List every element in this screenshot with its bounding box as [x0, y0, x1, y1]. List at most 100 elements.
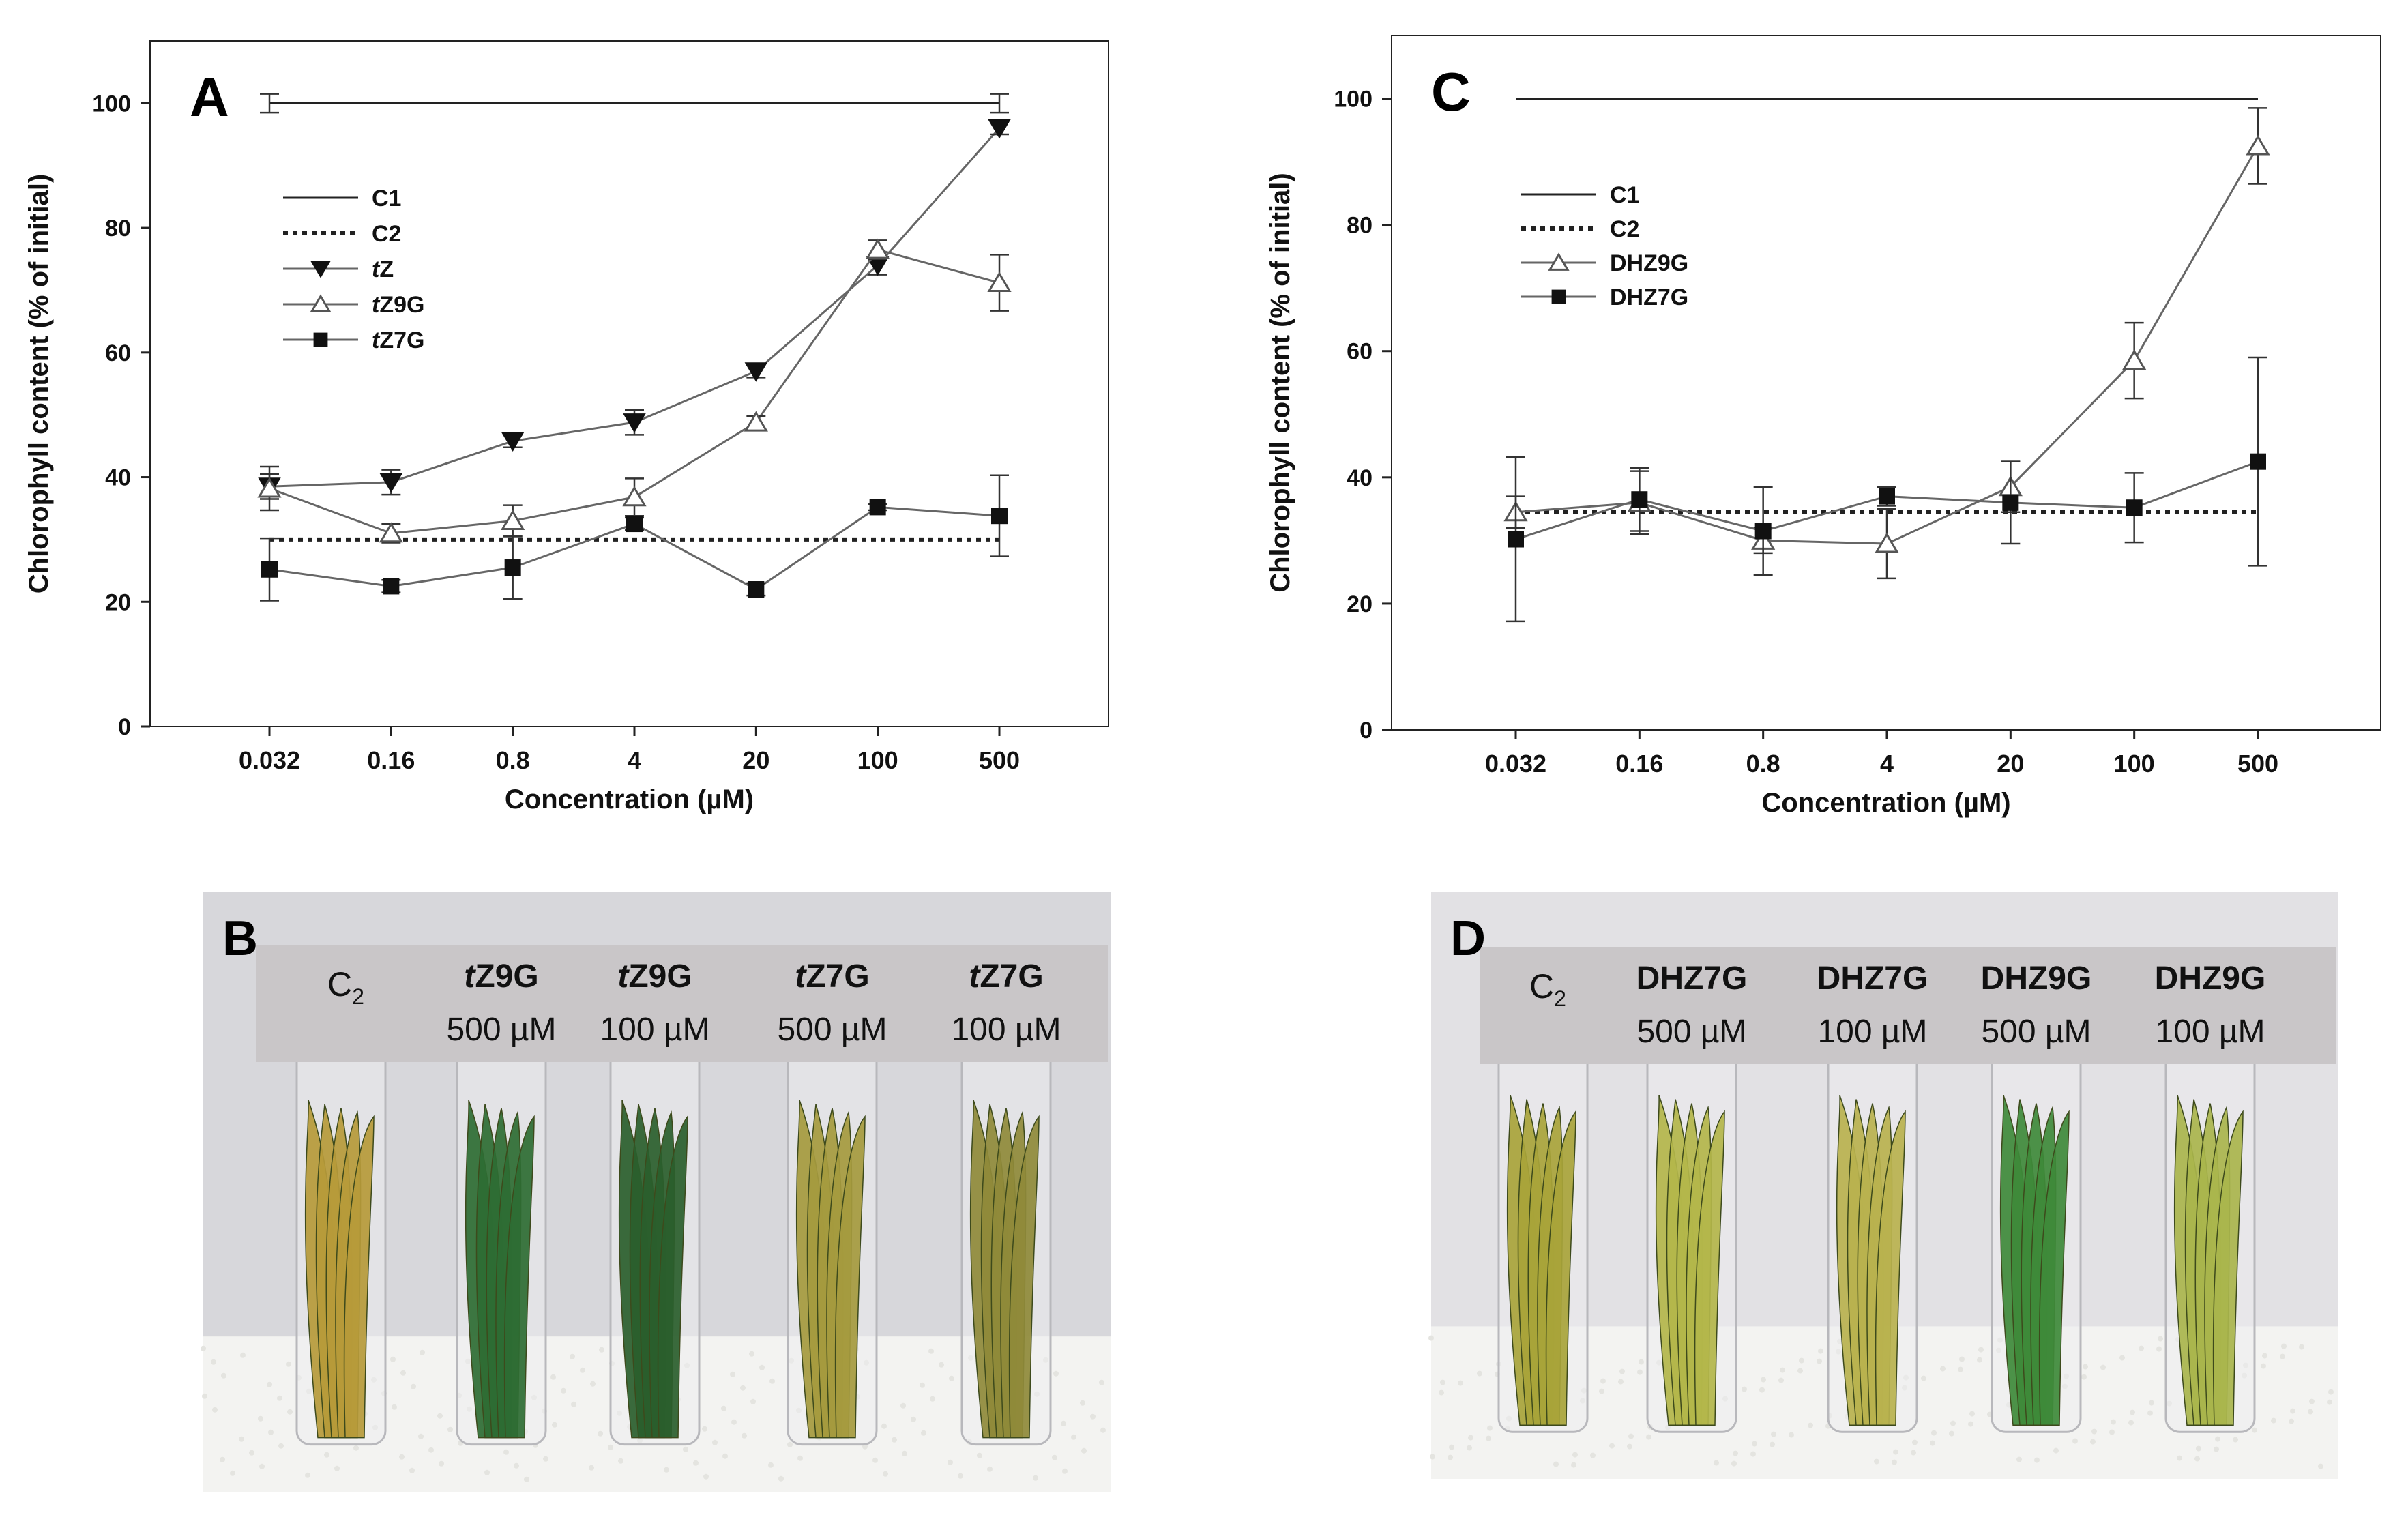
foam-texture [1714, 1460, 1719, 1466]
panel-letter: C [1431, 61, 1471, 122]
legend-marker-DHZ9G [1548, 252, 1570, 271]
foam-texture [1959, 1356, 1965, 1362]
data-point-DHZ7G [1631, 491, 1648, 508]
foam-texture [239, 1436, 244, 1442]
tube-label-main: C [1529, 967, 1554, 1005]
foam-texture [1637, 1369, 1643, 1375]
foam-texture [1081, 1447, 1087, 1454]
leaf [1875, 1110, 1906, 1426]
foam-texture [722, 1453, 728, 1459]
foam-texture [1090, 1413, 1096, 1420]
foam-texture [286, 1361, 291, 1367]
foam-texture [1619, 1368, 1625, 1374]
foam-texture [305, 1472, 310, 1478]
data-point-tZ9G [257, 477, 282, 498]
legend-label-italic: t [372, 327, 381, 353]
foam-texture [742, 1432, 747, 1439]
data-point-tZ9G [622, 486, 647, 507]
foam-texture [987, 1466, 993, 1472]
data-point-tZ7G [991, 508, 1008, 525]
foam-texture [240, 1352, 246, 1358]
x-tick-label: 500 [2237, 750, 2278, 778]
foam-texture [258, 1415, 263, 1422]
foam-texture [580, 1367, 585, 1373]
tube-label-name: Z9G [475, 958, 538, 995]
foam-texture [2215, 1436, 2220, 1442]
tube-label-name: Z7G [980, 958, 1043, 995]
data-point-tZ9G [501, 510, 525, 530]
foam-texture [447, 1426, 453, 1432]
leaf [657, 1115, 688, 1439]
legend-label-C1: C1 [372, 186, 401, 211]
tube-label-italic: t [617, 958, 630, 995]
foam-texture [1430, 1454, 1435, 1460]
foam-texture [618, 1458, 623, 1464]
foam-texture [1468, 1435, 1473, 1441]
tube-label-italic: t [464, 958, 476, 995]
foam-texture [703, 1473, 709, 1480]
foam-texture [571, 1401, 576, 1407]
foam-texture [693, 1460, 699, 1466]
foam-texture [977, 1452, 982, 1458]
tube-label-compound: DHZ7G [1817, 960, 1928, 997]
legend-label-C2: C2 [1610, 216, 1639, 242]
tube-label-compound: tZ9G [617, 958, 692, 995]
data-point-tZ7G [504, 559, 521, 576]
foam-texture [1071, 1434, 1076, 1440]
foam-texture [1750, 1451, 1756, 1457]
x-tick-label: 100 [857, 746, 898, 774]
foam-texture [1600, 1378, 1606, 1384]
foam-texture [1930, 1440, 1935, 1446]
foam-texture [1627, 1443, 1632, 1450]
foam-texture [1817, 1358, 1822, 1364]
foam-texture [759, 1364, 765, 1370]
foam-texture [2318, 1463, 2323, 1469]
foam-texture [1921, 1375, 1926, 1381]
foam-texture [201, 1345, 206, 1351]
foam-texture [259, 1463, 265, 1469]
foam-texture [1428, 1335, 1434, 1341]
foam-texture [1931, 1430, 1937, 1436]
foam-texture [900, 1402, 906, 1409]
foam-texture [1486, 1435, 1491, 1441]
foam-texture [1467, 1445, 1472, 1451]
foam-texture [249, 1450, 254, 1456]
foam-texture [769, 1378, 775, 1384]
foam-texture [1759, 1387, 1765, 1393]
tube-label-concentration: 500 µM [777, 1012, 887, 1048]
foam-texture [2034, 1457, 2040, 1463]
data-point-tZ9G [987, 271, 1012, 292]
foam-texture [902, 1450, 907, 1456]
foam-texture [2111, 1419, 2116, 1425]
foam-texture [1950, 1420, 1956, 1426]
foam-texture [683, 1446, 688, 1452]
data-point-DHZ7G [1879, 488, 1895, 505]
foam-texture [778, 1475, 784, 1482]
foam-texture [1778, 1377, 1784, 1383]
data-point-DHZ7G [2126, 499, 2143, 516]
foam-texture [1628, 1433, 1634, 1439]
foam-texture [702, 1426, 707, 1432]
foam-texture [2214, 1446, 2219, 1452]
foam-texture [930, 1396, 935, 1402]
data-point-tZ7G [626, 516, 643, 533]
foam-texture [1639, 1359, 1644, 1365]
leaf [343, 1115, 375, 1439]
tube-label-sub: 2 [352, 984, 364, 1009]
data-point-DHZ9G [2122, 349, 2147, 370]
data-point-tZ [623, 413, 646, 433]
chart-panel-a: 0 20 40 60 80 100 0.032 0.16 0.8 4 20 100 500 Concent… [24, 40, 1109, 814]
foam-texture [664, 1467, 669, 1473]
data-point-tZ [744, 362, 768, 382]
foam-texture [1752, 1441, 1757, 1447]
foam-texture [2299, 1344, 2304, 1350]
x-tick-label: 4 [1880, 750, 1894, 778]
foam-texture [1099, 1379, 1104, 1385]
data-point-tZ7G [261, 561, 278, 578]
foam-texture [278, 1443, 284, 1449]
legend-label-C2: C2 [372, 221, 401, 247]
legend-label-rest: Z9G [379, 292, 424, 318]
foam-texture [484, 1469, 490, 1475]
data-point-tZ [988, 119, 1011, 139]
foam-texture [2119, 1355, 2125, 1361]
